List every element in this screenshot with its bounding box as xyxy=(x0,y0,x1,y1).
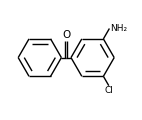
Text: Cl: Cl xyxy=(104,86,113,95)
Text: O: O xyxy=(62,30,70,40)
Text: NH₂: NH₂ xyxy=(110,24,127,33)
